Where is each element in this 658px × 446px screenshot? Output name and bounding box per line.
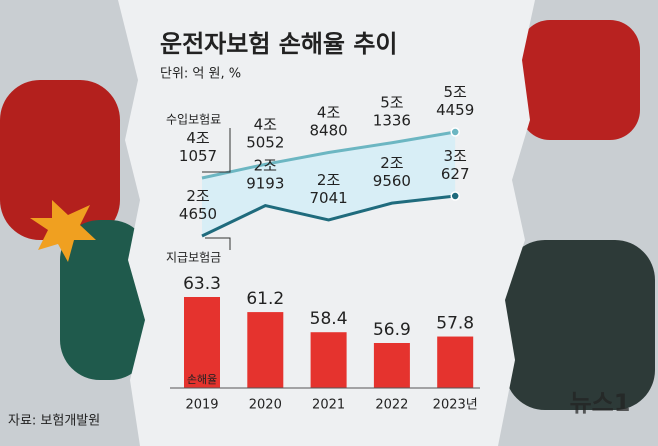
value-label-part: 7041 bbox=[310, 188, 348, 206]
value-label-part: 9193 bbox=[246, 174, 284, 192]
series-name: 지급보험금 bbox=[166, 251, 221, 265]
end-point bbox=[450, 127, 460, 137]
value-label: 4조 8480 bbox=[310, 103, 348, 139]
x-tick-label: 2021 bbox=[312, 398, 345, 413]
value-label-part: 4조 bbox=[317, 103, 341, 121]
bar-value: 56.9 bbox=[373, 320, 411, 340]
bar bbox=[310, 332, 347, 388]
value-label-part: 4459 bbox=[436, 101, 474, 119]
bracket bbox=[205, 237, 231, 250]
value-label-part: 9560 bbox=[373, 172, 411, 190]
value-label-part: 2조 bbox=[317, 170, 341, 188]
x-tick-label: 2020 bbox=[249, 398, 282, 413]
car-red-2 bbox=[520, 20, 640, 140]
title: 운전자보험 손해율 추이 bbox=[160, 30, 398, 58]
paper-panel bbox=[118, 0, 535, 446]
value-label: 2조 9193 bbox=[246, 156, 284, 192]
bar-value: 61.2 bbox=[246, 289, 284, 309]
car-dark bbox=[505, 240, 655, 410]
series-name: 수입보험료 bbox=[166, 113, 221, 127]
x-tick-label: 2022 bbox=[375, 398, 408, 413]
value-label-part: 4조 bbox=[254, 115, 278, 133]
crash-icon bbox=[30, 200, 96, 262]
value-label-part: 627 bbox=[441, 165, 470, 183]
value-label-part: 1336 bbox=[373, 111, 411, 129]
value-label: 5조 4459 bbox=[436, 83, 474, 119]
value-label-part: 5조 bbox=[444, 83, 468, 101]
end-point bbox=[450, 191, 460, 201]
bar-label: 손해율 bbox=[187, 372, 217, 386]
value-label: 3조 627 bbox=[441, 147, 470, 183]
value-label: 5조 1336 bbox=[373, 93, 411, 129]
source: 자료: 보험개발원 bbox=[8, 414, 100, 429]
value-label: 4조 5052 bbox=[246, 115, 284, 151]
value-label: 2조 9560 bbox=[373, 154, 411, 190]
unit: 단위: 억 원, % bbox=[160, 67, 241, 82]
value-label-part: 3조 bbox=[444, 147, 468, 165]
value-label: 2조 7041 bbox=[310, 170, 348, 206]
value-label: 2조 4650 bbox=[179, 187, 217, 223]
bar-value: 63.3 bbox=[183, 274, 221, 294]
value-label-part: 4조 bbox=[186, 129, 210, 147]
line bbox=[201, 194, 456, 238]
value-label: 4조 1057 bbox=[179, 129, 217, 165]
value-label-part: 2조 bbox=[380, 154, 404, 172]
bar bbox=[184, 297, 220, 388]
value-label-part: 2조 bbox=[186, 187, 210, 205]
x-tick-label: 2019 bbox=[185, 398, 218, 413]
bar bbox=[247, 312, 284, 388]
value-label-part: 5조 bbox=[380, 93, 404, 111]
watermark: 뉴스1 bbox=[570, 389, 631, 417]
car-red bbox=[0, 80, 120, 240]
value-label-part: 5052 bbox=[246, 133, 284, 151]
bracket bbox=[202, 128, 231, 173]
x-tick-label: 2023년 bbox=[433, 398, 478, 413]
bar-value: 57.8 bbox=[436, 314, 474, 334]
value-label-part: 2조 bbox=[254, 156, 278, 174]
bar bbox=[373, 343, 410, 388]
line bbox=[201, 130, 456, 180]
area-between bbox=[202, 132, 456, 236]
value-label-part: 8480 bbox=[310, 121, 348, 139]
bar bbox=[437, 336, 474, 388]
car-green bbox=[60, 220, 150, 380]
value-label-part: 4650 bbox=[179, 205, 217, 223]
bar-value: 58.4 bbox=[310, 309, 348, 329]
value-label-part: 1057 bbox=[179, 147, 217, 165]
